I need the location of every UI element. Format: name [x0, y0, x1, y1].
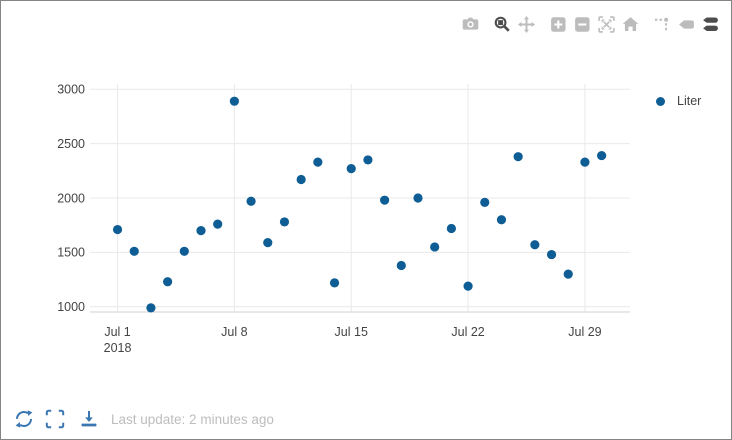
- modebar-zoom-in-button[interactable]: [546, 13, 570, 35]
- data-point: [480, 197, 490, 207]
- y-tick-label: 1500: [57, 246, 85, 260]
- data-point: [380, 195, 390, 205]
- zoom-out-icon: [574, 16, 590, 32]
- data-point: [363, 155, 373, 165]
- pan-icon: [517, 15, 535, 33]
- data-point: [463, 281, 473, 291]
- x-tick-label: Jul 8: [221, 325, 247, 339]
- data-point: [513, 152, 523, 162]
- autoscale-icon: [597, 15, 615, 33]
- modebar: [458, 13, 722, 35]
- data-point: [546, 249, 557, 260]
- camera-icon: [462, 17, 478, 30]
- status-text: Last update: 2 minutes ago: [111, 411, 274, 427]
- data-point: [129, 246, 139, 256]
- modebar-spikelines-button[interactable]: [650, 13, 674, 35]
- x-tick-label: Jul 22: [451, 325, 484, 339]
- data-point: [413, 193, 423, 203]
- data-point: [213, 219, 223, 229]
- data-point: [263, 237, 273, 248]
- legend-item-liter[interactable]: Liter: [656, 94, 701, 108]
- data-point: [563, 269, 573, 279]
- data-point: [279, 217, 290, 227]
- zoom-in-icon: [550, 16, 566, 32]
- plot-area[interactable]: [90, 84, 630, 312]
- zoom-icon: [494, 16, 510, 32]
- data-point: [163, 277, 173, 287]
- data-point: [446, 223, 456, 234]
- hover-compare-icon: [702, 16, 718, 31]
- home-icon: [622, 16, 638, 31]
- x-tick-label: Jul 1: [104, 325, 130, 339]
- refresh-button[interactable]: [13, 408, 35, 430]
- x-tick-label: Jul 29: [568, 325, 601, 339]
- download-button[interactable]: [78, 408, 100, 430]
- legend-marker-dot: [656, 96, 665, 106]
- legend-label: Liter: [677, 94, 702, 108]
- data-point: [229, 96, 239, 106]
- data-point: [296, 174, 306, 185]
- modebar-hover-compare-button[interactable]: [698, 13, 722, 35]
- y-tick-label: 3000: [57, 83, 85, 97]
- fullscreen-button[interactable]: [44, 408, 66, 430]
- data-point: [396, 260, 406, 271]
- y-tick-label: 1000: [57, 300, 85, 314]
- data-point: [179, 246, 189, 256]
- data-point: [146, 303, 156, 313]
- footer-bar: Last update: 2 minutes ago: [13, 408, 274, 430]
- data-point: [430, 242, 440, 252]
- fullscreen-icon: [45, 409, 65, 429]
- download-icon: [81, 411, 97, 427]
- modebar-reset-home-button[interactable]: [618, 13, 642, 35]
- modebar-camera-button[interactable]: [458, 13, 482, 35]
- data-point: [329, 278, 340, 288]
- data-point: [313, 157, 323, 167]
- data-point: [580, 157, 590, 167]
- modebar-zoom-out-button[interactable]: [570, 13, 594, 35]
- modebar-autoscale-button[interactable]: [594, 13, 618, 35]
- modebar-hover-closest-button[interactable]: [674, 13, 698, 35]
- data-point: [196, 226, 206, 236]
- hover-closest-icon: [678, 19, 694, 29]
- x-tick-label: Jul 15: [335, 325, 368, 339]
- data-point: [346, 164, 356, 174]
- y-tick-label: 2500: [57, 137, 85, 151]
- data-point: [597, 150, 607, 161]
- data-point: [496, 215, 507, 225]
- y-tick-label: 2000: [57, 191, 85, 205]
- modebar-zoom-button[interactable]: [490, 13, 514, 35]
- data-point: [246, 196, 256, 206]
- data-point: [530, 240, 540, 250]
- refresh-icon: [15, 410, 33, 428]
- data-point: [112, 224, 123, 235]
- modebar-pan-button[interactable]: [514, 13, 538, 35]
- x-tick-sublabel: 2018: [104, 341, 132, 355]
- spikelines-icon: [654, 17, 668, 31]
